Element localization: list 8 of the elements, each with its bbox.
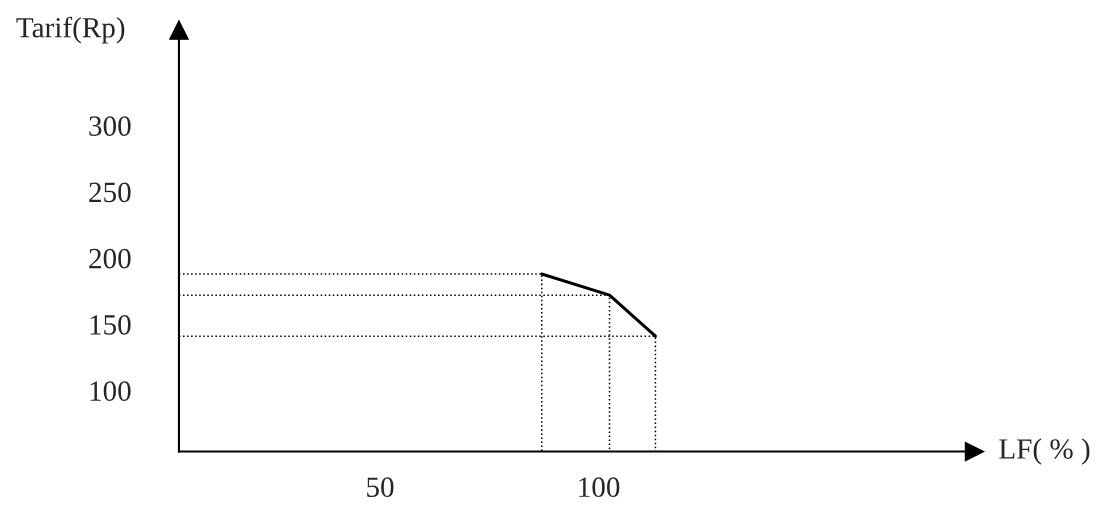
y-axis-title: Tarif(Rp) xyxy=(16,16,125,44)
y-tick-label: 150 xyxy=(90,315,131,335)
x-axis-title: LF( % ) xyxy=(999,438,1090,465)
x-tick-label: 50 xyxy=(367,477,394,498)
y-tick-label: 300 xyxy=(89,116,131,136)
y-tick-label: 200 xyxy=(89,248,131,269)
y-tick-label: 250 xyxy=(89,182,131,203)
y-tick-label: 100 xyxy=(90,381,131,401)
